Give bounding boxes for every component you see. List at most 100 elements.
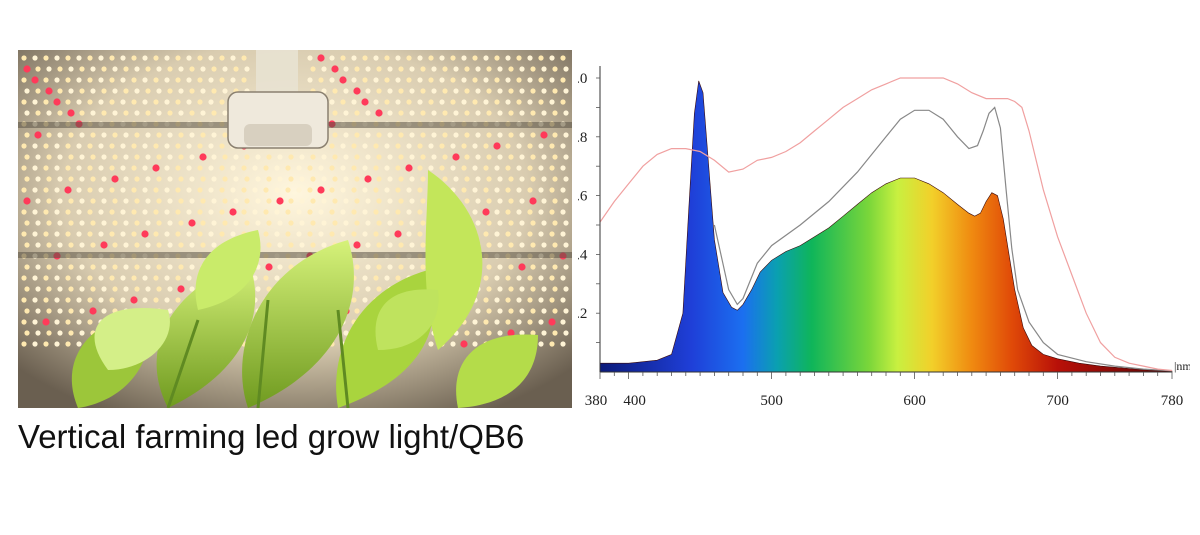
- white-led: [87, 99, 93, 105]
- white-led: [530, 286, 536, 292]
- white-led: [134, 264, 140, 270]
- white-led: [560, 165, 566, 171]
- white-led: [65, 77, 71, 83]
- white-led: [153, 209, 159, 215]
- white-led: [123, 176, 129, 182]
- white-led: [420, 154, 426, 160]
- white-led: [483, 165, 489, 171]
- white-led: [376, 264, 382, 270]
- white-led: [497, 88, 503, 94]
- white-led: [98, 77, 104, 83]
- white-led: [340, 187, 346, 193]
- white-led: [65, 209, 71, 215]
- white-led: [35, 220, 41, 226]
- white-led: [21, 165, 27, 171]
- white-led: [516, 319, 522, 325]
- red-led: [529, 197, 537, 205]
- white-led: [87, 187, 93, 193]
- white-led: [186, 275, 192, 281]
- white-led: [208, 55, 214, 61]
- red-led: [265, 263, 273, 271]
- white-led: [505, 275, 511, 281]
- white-led: [395, 187, 401, 193]
- white-led: [32, 297, 38, 303]
- white-led: [376, 176, 382, 182]
- white-led: [332, 110, 338, 116]
- white-led: [398, 66, 404, 72]
- white-led: [211, 66, 217, 72]
- white-led: [288, 242, 294, 248]
- white-led: [351, 231, 357, 237]
- white-led: [343, 154, 349, 160]
- white-led: [472, 99, 478, 105]
- white-led: [538, 275, 544, 281]
- white-led: [230, 187, 236, 193]
- white-led: [32, 143, 38, 149]
- white-led: [453, 176, 459, 182]
- white-led: [87, 319, 93, 325]
- white-led: [266, 242, 272, 248]
- white-led: [35, 110, 41, 116]
- white-led: [233, 66, 239, 72]
- white-led: [508, 88, 514, 94]
- white-led: [43, 187, 49, 193]
- white-led: [332, 220, 338, 226]
- white-led: [208, 209, 214, 215]
- white-led: [112, 198, 118, 204]
- white-led: [464, 198, 470, 204]
- white-led: [101, 154, 107, 160]
- white-led: [461, 55, 467, 61]
- white-led: [508, 132, 514, 138]
- white-led: [442, 132, 448, 138]
- white-led: [365, 198, 371, 204]
- white-led: [285, 209, 291, 215]
- white-led: [450, 165, 456, 171]
- white-led: [329, 143, 335, 149]
- white-led: [35, 176, 41, 182]
- x-tick-label: 400: [623, 393, 646, 409]
- white-led: [134, 286, 140, 292]
- white-led: [486, 330, 492, 336]
- white-led: [164, 143, 170, 149]
- white-led: [362, 165, 368, 171]
- white-led: [461, 165, 467, 171]
- white-led: [142, 55, 148, 61]
- white-led: [442, 154, 448, 160]
- white-led: [486, 110, 492, 116]
- white-led: [527, 99, 533, 105]
- white-led: [145, 176, 151, 182]
- white-led: [475, 198, 481, 204]
- white-led: [288, 198, 294, 204]
- white-led: [508, 264, 514, 270]
- white-led: [387, 154, 393, 160]
- white-led: [307, 77, 313, 83]
- white-led: [486, 286, 492, 292]
- white-led: [365, 264, 371, 270]
- white-led: [365, 154, 371, 160]
- white-led: [486, 154, 492, 160]
- white-led: [175, 275, 181, 281]
- white-led: [35, 242, 41, 248]
- white-led: [516, 99, 522, 105]
- white-led: [505, 187, 511, 193]
- white-led: [527, 77, 533, 83]
- white-led: [76, 165, 82, 171]
- white-led: [76, 297, 82, 303]
- white-led: [189, 198, 195, 204]
- white-led: [54, 77, 60, 83]
- white-led: [409, 264, 415, 270]
- white-led: [189, 176, 195, 182]
- white-led: [530, 176, 536, 182]
- white-led: [453, 132, 459, 138]
- white-led: [409, 242, 415, 248]
- white-led: [43, 209, 49, 215]
- white-led: [549, 187, 555, 193]
- white-led: [505, 319, 511, 325]
- white-led: [164, 55, 170, 61]
- white-led: [68, 242, 74, 248]
- white-led: [527, 231, 533, 237]
- white-led: [123, 110, 129, 116]
- white-led: [43, 165, 49, 171]
- white-led: [464, 176, 470, 182]
- white-led: [373, 99, 379, 105]
